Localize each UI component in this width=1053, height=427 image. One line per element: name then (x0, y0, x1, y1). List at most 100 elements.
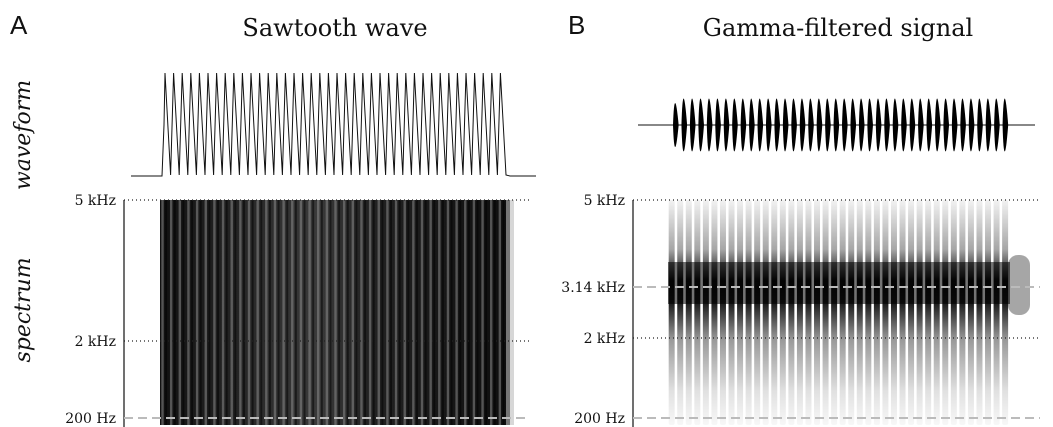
spectrogram-band (822, 200, 829, 425)
spectrogram-band (286, 200, 289, 425)
spectrogram-band (217, 200, 219, 425)
spectrogram-band (329, 200, 332, 425)
waveform-burst (1002, 98, 1009, 152)
spectrogram-band (282, 200, 285, 425)
spectrogram-band (438, 200, 441, 425)
waveform-burst (757, 98, 764, 152)
waveform-burst (799, 98, 806, 152)
spectrogram-band (762, 200, 769, 425)
spectrogram-band (694, 200, 701, 425)
spectrogram-band (771, 200, 778, 425)
spectrogram-band (377, 200, 380, 425)
spectrogram-band (446, 200, 450, 425)
spectrogram-band (325, 200, 329, 425)
tick-label-200hz: 200 Hz (574, 411, 625, 427)
spectrogram-band (899, 200, 906, 425)
spectrogram-band (403, 200, 406, 425)
waveform-burst (673, 103, 679, 147)
spectrogram-band (1002, 200, 1009, 425)
spectrogram-band (265, 200, 268, 425)
spectrogram-band (796, 200, 803, 425)
waveform-burst (774, 98, 781, 152)
spectrogram-band (464, 200, 467, 425)
spectrogram-band (685, 200, 692, 425)
spectrogram-band (754, 200, 761, 425)
spectrogram-band (890, 200, 897, 425)
spectrogram-band (779, 200, 786, 425)
spectrogram-band (308, 200, 311, 425)
spectrogram-band (441, 200, 444, 425)
waveform-burst (850, 98, 857, 152)
spectrogram-band (199, 200, 202, 425)
panel-b: B Gamma-filtered signal 5 kHz 3.14 kHz 2… (561, 10, 1040, 427)
waveform-burst (892, 98, 899, 152)
spectrogram-band (433, 200, 436, 425)
spectrogram-band (805, 200, 812, 425)
spectrogram-band (213, 200, 216, 425)
spectrogram-band (303, 200, 306, 425)
spectrogram-band (394, 200, 398, 425)
waveform-burst (723, 98, 730, 152)
spectrogram-band (355, 200, 358, 425)
spectrogram-band (191, 200, 194, 425)
spectrogram-band (268, 200, 271, 425)
spectrogram-band (161, 200, 164, 425)
tick-label-5khz: 5 kHz (75, 193, 116, 209)
spectrogram-band (831, 200, 838, 425)
spectrogram-band (230, 200, 233, 425)
spectrogram-band (381, 200, 384, 425)
spectrogram-band (959, 200, 966, 425)
panel-letter: A (10, 10, 28, 40)
spectrogram-band (788, 200, 795, 425)
spectrogram-tail (1008, 255, 1030, 315)
spectrogram-band (195, 200, 199, 425)
spectrogram-band (273, 200, 277, 425)
waveform-burst (918, 98, 924, 152)
spectrogram-band (407, 200, 410, 425)
spectrogram-band (256, 200, 259, 425)
spectrogram-band (985, 200, 992, 425)
waveform-burst (749, 98, 755, 152)
waveform-burst (867, 98, 873, 152)
row-label-waveform: waveform (11, 80, 36, 190)
waveform-burst (994, 98, 1000, 152)
spectrogram-band (814, 200, 821, 425)
spectrogram-band (346, 200, 349, 425)
spectrogram-band (360, 200, 363, 425)
waveform-burst (765, 98, 772, 152)
spectrogram-band (459, 200, 462, 425)
spectrogram-band (416, 200, 418, 425)
waveform-burst (689, 98, 696, 152)
spectrogram-band (745, 200, 752, 425)
spectrogram-band (234, 200, 237, 425)
spectrogram-band (481, 200, 484, 425)
waveform-burst (715, 98, 721, 152)
spectrogram-band (950, 200, 957, 425)
spectrogram-band (165, 200, 168, 425)
spectrogram-band (424, 200, 427, 425)
waveform-burst (833, 98, 840, 152)
waveform-burst (985, 98, 992, 152)
waveform-burst (816, 98, 823, 152)
spectrogram-band (839, 200, 846, 425)
waveform-burst (732, 98, 738, 152)
tick-label-5khz: 5 kHz (584, 193, 625, 209)
spectrogram-band (933, 200, 940, 425)
spectrogram-center-band (668, 262, 1010, 304)
waveform-burst (943, 98, 950, 152)
spectrogram-band (251, 200, 254, 425)
spectrogram-band (967, 200, 974, 425)
waveform-burst (706, 98, 713, 152)
spectrogram-tail (506, 200, 514, 425)
waveform-burst (698, 98, 704, 152)
spectrogram-band (856, 200, 863, 425)
waveform-burst (909, 98, 916, 152)
spectrogram-band (187, 200, 190, 425)
spectrogram-band (865, 200, 872, 425)
spectrogram-bands (161, 200, 505, 425)
tick-label-200hz: 200 Hz (65, 411, 116, 427)
spectrogram-band (908, 200, 915, 425)
waveform-burst (808, 98, 814, 152)
spectrogram-band (169, 200, 173, 425)
spectrogram-band (208, 200, 211, 425)
